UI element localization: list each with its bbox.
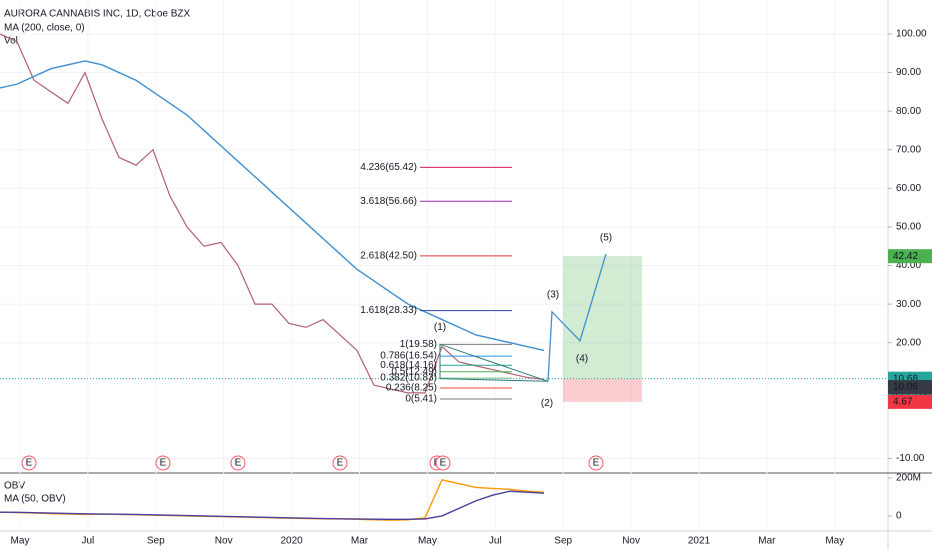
event-marker	[332, 455, 348, 471]
y-tick-label: 60.00	[896, 183, 921, 194]
wave-label: (3)	[547, 289, 559, 300]
profit-zone	[563, 256, 642, 379]
x-tick-label: May	[418, 536, 437, 547]
fib-label: 0.618(14.16)	[380, 360, 437, 371]
y-tick-label: 20.00	[896, 337, 921, 348]
y-tick-label: 40.00	[896, 260, 921, 271]
price-label: 42.42	[893, 251, 918, 262]
wave-label: (2)	[541, 398, 553, 409]
price-label: 4.67	[893, 397, 913, 408]
x-tick-label: Mar	[758, 536, 776, 547]
x-tick-label: Sep	[147, 536, 165, 547]
x-tick-label: May	[825, 536, 844, 547]
y-tick-label: 200M	[896, 473, 921, 484]
event-label: E	[337, 458, 344, 469]
price-label-bg	[888, 249, 932, 264]
y-tick-label: 100.00	[896, 29, 927, 40]
x-tick-label: May	[11, 536, 30, 547]
y-tick-label: 70.00	[896, 144, 921, 155]
wave-label: (4)	[576, 353, 588, 364]
chart-title: AURORA CANNABIS INC, 1D, Cboe BZX	[4, 9, 190, 20]
event-label: E	[160, 458, 167, 469]
event-label: E	[235, 458, 242, 469]
fib-label: 1.618(28.33)	[360, 305, 417, 316]
event-label: E	[593, 458, 600, 469]
fib-label: 0(5.41)	[405, 394, 437, 405]
series-line	[0, 60, 545, 352]
x-tick-label: Mar	[351, 536, 369, 547]
event-marker	[588, 455, 604, 471]
series-line	[0, 490, 545, 521]
event-marker	[230, 455, 246, 471]
price-label: 10.68	[893, 373, 918, 384]
legend-item: OBV	[4, 481, 25, 492]
wave-path	[547, 253, 607, 382]
fib-label: 0.382(10.83)	[380, 373, 437, 384]
price-label-bg	[888, 394, 932, 409]
fib-label: 0.786(16.54)	[380, 351, 437, 362]
y-tick-label: 80.00	[896, 106, 921, 117]
fib-label: 2.618(42.50)	[360, 251, 417, 262]
fib-label: 1(19.58)	[400, 339, 437, 350]
event-label: E	[26, 458, 33, 469]
y-tick-label: 0	[896, 511, 902, 522]
y-tick-label: 30.00	[896, 299, 921, 310]
legend-item: Vol	[4, 36, 18, 47]
fib-label: 0.236(8.25)	[386, 383, 437, 394]
fib-label: 3.618(56.66)	[360, 196, 417, 207]
fib-label: 4.236(65.42)	[360, 162, 417, 173]
y-tick-label: -10.00	[896, 453, 925, 464]
loss-zone	[563, 378, 642, 402]
x-tick-label: Nov	[215, 536, 233, 547]
legend-item: MA (200, close, 0)	[4, 23, 85, 34]
price-label: 10.06	[893, 382, 918, 393]
x-tick-label: Nov	[622, 536, 640, 547]
y-tick-label: 50.00	[896, 222, 921, 233]
price-label-bg	[888, 380, 932, 395]
wave-label: (1)	[434, 322, 446, 333]
x-tick-label: 2020	[280, 536, 303, 547]
wave-label: (5)	[600, 233, 612, 244]
event-marker	[21, 455, 37, 471]
event-label: E	[440, 458, 447, 469]
x-tick-label: Jul	[489, 536, 502, 547]
event-marker	[155, 455, 171, 471]
legend-item: MA (50, OBV)	[4, 494, 66, 505]
series-line	[0, 33, 545, 394]
x-tick-label: 2021	[688, 536, 711, 547]
event-marker	[435, 455, 451, 471]
fib-label: 0.5(12.49)	[391, 366, 437, 377]
triangle	[439, 343, 549, 382]
x-tick-label: Jul	[82, 536, 95, 547]
x-tick-label: Sep	[554, 536, 572, 547]
y-tick-label: 90.00	[896, 67, 921, 78]
